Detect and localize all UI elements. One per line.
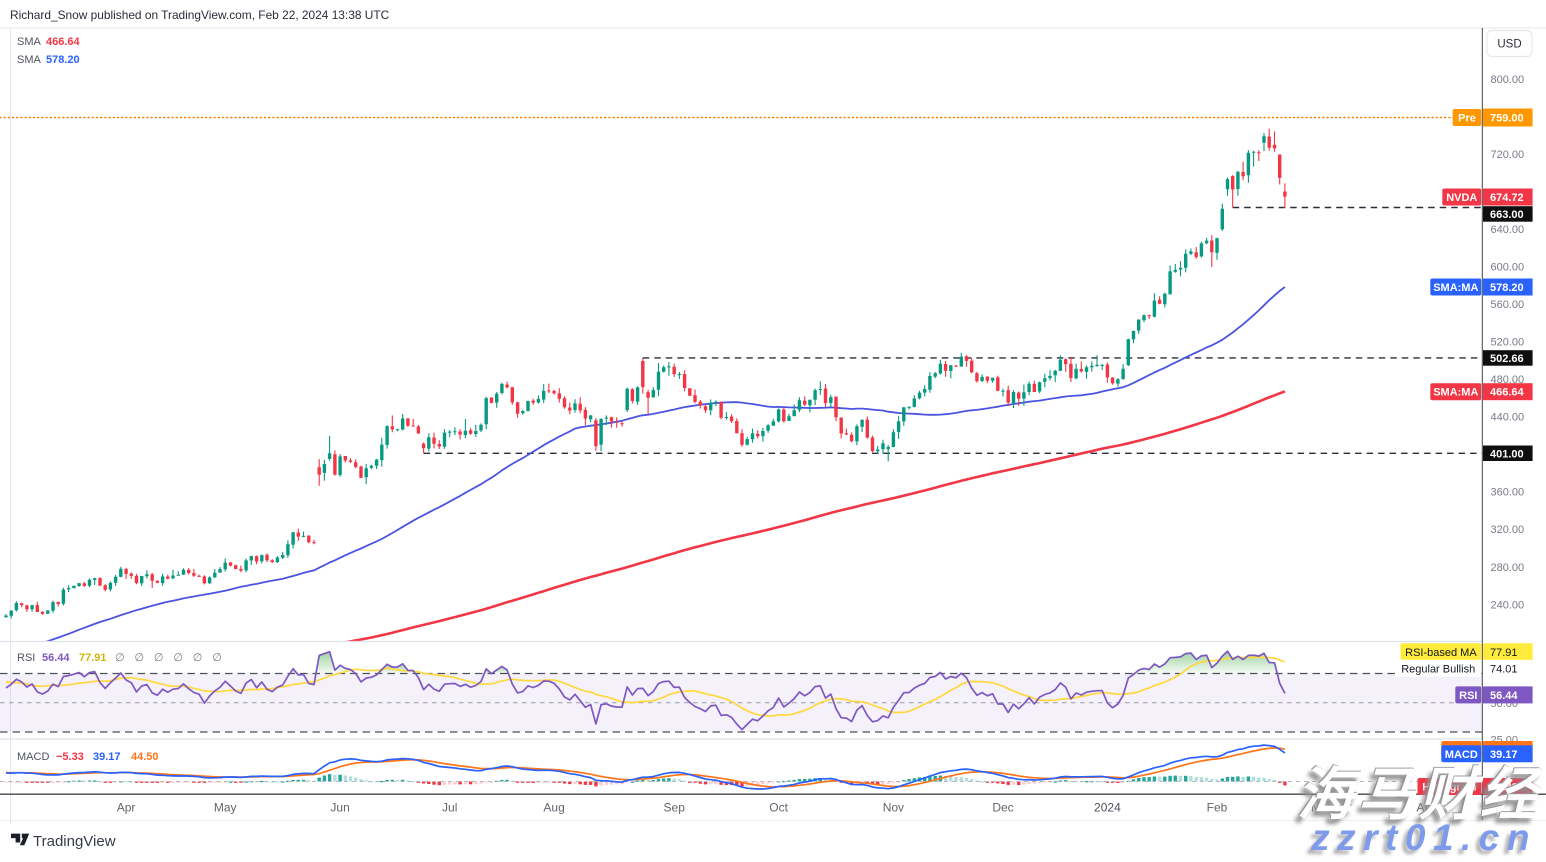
svg-text:SMA: SMA xyxy=(17,36,42,48)
svg-text:560.00: 560.00 xyxy=(1491,299,1525,311)
svg-text:663.00: 663.00 xyxy=(1490,209,1524,221)
svg-text:MACD: MACD xyxy=(17,751,49,763)
svg-text:600.00: 600.00 xyxy=(1491,262,1525,274)
svg-text:800.00: 800.00 xyxy=(1491,74,1525,86)
svg-text:640.00: 640.00 xyxy=(1491,224,1525,236)
svg-text:Richard_Snow published on Trad: Richard_Snow published on TradingView.co… xyxy=(10,8,390,22)
svg-text:502.66: 502.66 xyxy=(1490,353,1524,365)
svg-text:56.44: 56.44 xyxy=(1490,690,1518,702)
svg-text:Aug: Aug xyxy=(543,801,564,815)
svg-text:56.44: 56.44 xyxy=(42,652,70,664)
svg-text:Nov: Nov xyxy=(883,801,904,815)
svg-text:SMA:MA: SMA:MA xyxy=(1433,387,1478,399)
svg-text:NVDA: NVDA xyxy=(1446,192,1477,204)
svg-text:SMA:MA: SMA:MA xyxy=(1433,282,1478,294)
svg-text:77.91: 77.91 xyxy=(1490,647,1518,659)
svg-text:578.20: 578.20 xyxy=(1490,282,1524,294)
svg-text:−5.33: −5.33 xyxy=(56,751,84,763)
svg-text:Dec: Dec xyxy=(992,801,1013,815)
svg-text:Oct: Oct xyxy=(769,801,788,815)
svg-text:401.00: 401.00 xyxy=(1490,448,1524,460)
svg-text:RSI: RSI xyxy=(17,652,35,664)
svg-text:Sep: Sep xyxy=(664,801,686,815)
svg-text:TradingView: TradingView xyxy=(33,833,116,850)
svg-text:240.00: 240.00 xyxy=(1491,599,1525,611)
svg-text:520.00: 520.00 xyxy=(1491,337,1525,349)
svg-text:Regular Bullish: Regular Bullish xyxy=(1401,663,1475,675)
svg-text:759.00: 759.00 xyxy=(1490,113,1524,125)
svg-text:280.00: 280.00 xyxy=(1491,562,1525,574)
svg-text:440.00: 440.00 xyxy=(1491,412,1525,424)
svg-text:May: May xyxy=(214,801,237,815)
svg-text:∅ ∅ ∅ ∅ ∅ ∅: ∅ ∅ ∅ ∅ ∅ ∅ xyxy=(115,652,225,664)
svg-text:77.91: 77.91 xyxy=(79,652,107,664)
svg-text:674.72: 674.72 xyxy=(1490,192,1524,204)
svg-text:RSI-based MA: RSI-based MA xyxy=(1405,647,1477,659)
svg-text:466.64: 466.64 xyxy=(1490,387,1525,399)
svg-text:39.17: 39.17 xyxy=(93,751,121,763)
svg-text:SMA: SMA xyxy=(17,54,42,66)
svg-text:Pre: Pre xyxy=(1458,113,1476,125)
svg-text:USD: USD xyxy=(1497,39,1521,51)
svg-text:RSI: RSI xyxy=(1459,690,1477,702)
svg-text:44.50: 44.50 xyxy=(131,751,159,763)
svg-text:Feb: Feb xyxy=(1207,801,1228,815)
svg-text:360.00: 360.00 xyxy=(1491,487,1525,499)
svg-text:Jul: Jul xyxy=(442,801,457,815)
svg-text:2024: 2024 xyxy=(1094,801,1121,815)
svg-text:Apr: Apr xyxy=(117,801,136,815)
svg-text:74.01: 74.01 xyxy=(1490,663,1518,675)
svg-text:Jun: Jun xyxy=(330,801,349,815)
svg-text:320.00: 320.00 xyxy=(1491,524,1525,536)
svg-text:578.20: 578.20 xyxy=(46,54,80,66)
svg-text:720.00: 720.00 xyxy=(1491,149,1525,161)
svg-text:466.64: 466.64 xyxy=(46,36,81,48)
